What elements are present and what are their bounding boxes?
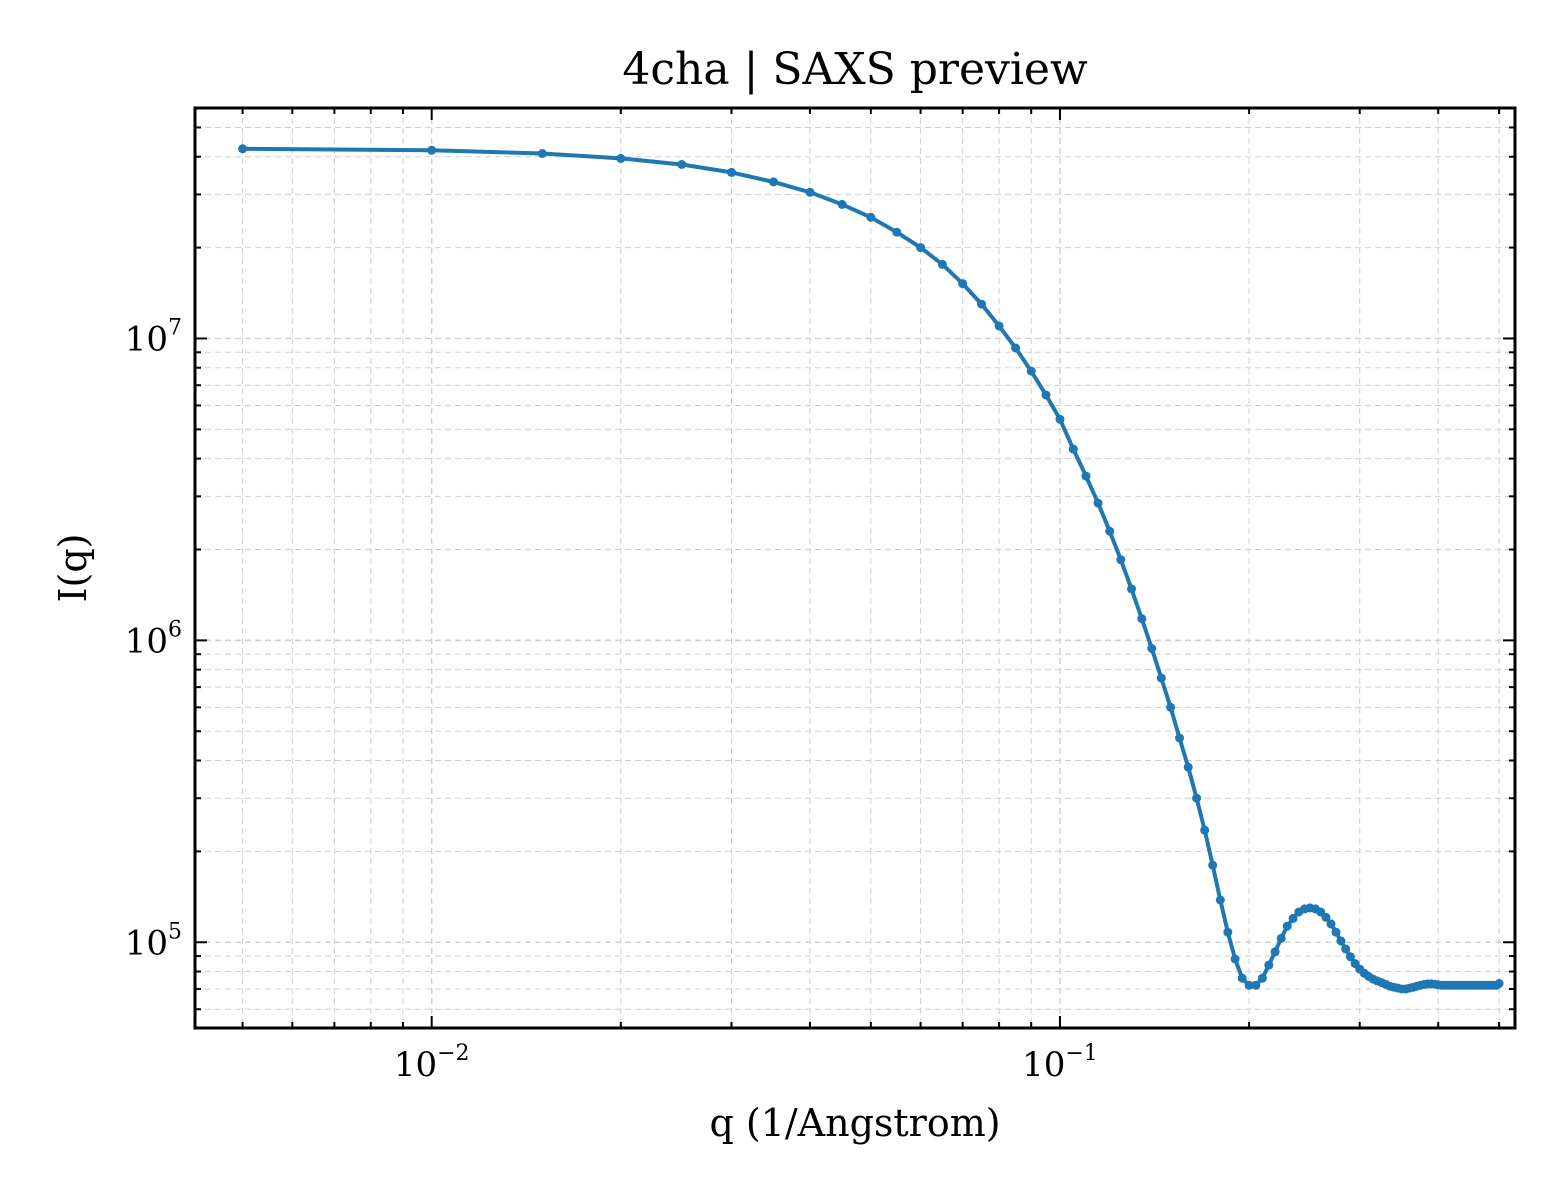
data-point [916,243,926,253]
data-point [1175,733,1184,743]
y-tick-label: 107 [125,315,182,359]
data-point [1208,860,1218,870]
data-point [1276,933,1286,943]
data-point [1156,673,1166,683]
data-point [427,145,437,155]
data-point [805,187,815,197]
y-tick-label: 105 [125,919,182,963]
data-point [1257,973,1267,983]
y-axis-label: I(q) [51,534,95,603]
data-point [937,259,947,269]
y-tick-label: 106 [125,617,182,661]
data-point [1183,762,1193,772]
data-point [1137,614,1147,624]
chart-title: 4cha | SAXS preview [622,44,1088,95]
data-point [1264,960,1274,970]
data-point [1041,390,1051,400]
data-series [238,144,1504,994]
data-point [977,299,986,309]
data-point [1326,919,1336,929]
data-point [1166,702,1176,712]
data-point [994,321,1004,331]
data-point [1116,555,1126,565]
data-point [1230,954,1240,964]
axis-ticks: 10−2 10−1 105 106 107 [125,108,1515,1085]
data-point [769,177,778,187]
data-point [1105,526,1115,536]
data-point [1244,980,1254,990]
data-point [616,153,626,163]
data-point [1288,913,1298,923]
data-point [1055,414,1065,424]
data-point [1147,644,1157,653]
data-point [1237,973,1247,983]
data-point [537,149,547,158]
data-point [1494,979,1504,988]
data-point [1251,980,1261,990]
data-point [866,212,876,222]
data-point [1270,947,1280,957]
data-point [1346,952,1355,962]
data-point [1331,927,1341,937]
data-point [1011,343,1021,353]
data-point [1093,498,1103,508]
data-point [1192,793,1202,803]
data-point [1223,927,1233,937]
data-point [727,167,736,177]
data-point [1336,936,1346,946]
data-point [1068,444,1078,454]
grid-lines [195,108,1515,1028]
data-point [677,160,687,169]
data-point [1321,912,1331,922]
data-point [1215,895,1225,905]
data-point [958,279,968,289]
x-axis-label: q (1/Angstrom) [709,1101,1000,1145]
x-tick-label: 10−2 [394,1041,470,1085]
data-point [1200,825,1210,835]
plot-frame [193,106,1517,1030]
data-point [1026,366,1036,376]
data-point [1127,584,1136,594]
x-tick-label: 10−1 [1022,1041,1098,1085]
data-point [1341,944,1351,954]
data-point [1282,921,1292,931]
data-point [837,199,847,209]
data-point [238,144,248,154]
data-point [1081,471,1091,481]
data-point [892,227,902,237]
